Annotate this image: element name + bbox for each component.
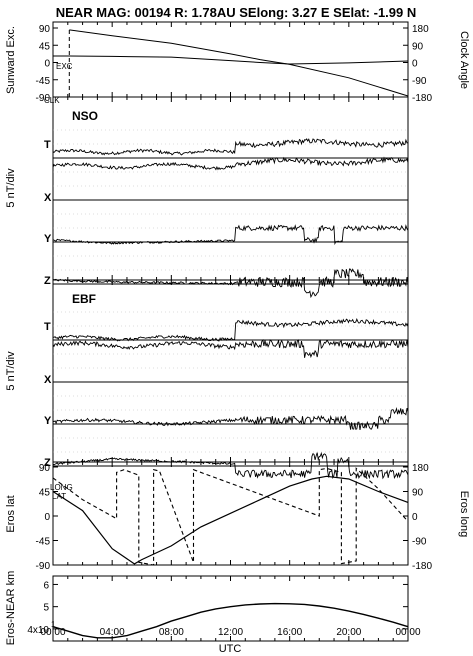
series-label-clk: CLK <box>44 96 60 105</box>
ebf-trace-Y <box>52 406 409 430</box>
dist-ytick-exponent: 1 <box>51 620 56 629</box>
ebf-trace-T <box>52 318 409 342</box>
nso-trace-label-Z: Z <box>44 275 51 287</box>
x-tick-label: 12:00 <box>218 627 243 638</box>
eros-long-ytick-label: 180 <box>412 463 429 474</box>
series-label-exc: EXC <box>56 62 73 71</box>
x-tick-label: 00:00 <box>395 627 420 638</box>
clock-ytick-label: 90 <box>412 41 424 52</box>
ebf-trace-label-X: X <box>44 374 52 386</box>
panel-label-nso: NSO <box>72 109 98 123</box>
ebf-trace-X <box>52 339 409 359</box>
ylabel-nso: 5 nT/div <box>5 168 17 208</box>
nso-trace-T <box>52 138 409 156</box>
nso-trace-Z <box>52 268 409 299</box>
dist-ytick-label: 6 <box>43 580 49 591</box>
eros-long-ytick-label: 90 <box>412 488 424 499</box>
ylabel-eros-near-km: Eros-NEAR km <box>5 571 17 646</box>
eros-lat-ytick-label: -90 <box>36 561 51 572</box>
nso-trace-label-Y: Y <box>44 233 52 245</box>
ylabel-ebf: 5 nT/div <box>5 351 17 391</box>
series-label-long: LONG <box>50 483 73 492</box>
xaxis-label: UTC <box>219 643 242 655</box>
clock-ytick-label: -90 <box>412 76 427 87</box>
ebf-trace-label-Y: Y <box>44 415 52 427</box>
eros-lat-ytick-label: 90 <box>39 463 51 474</box>
ylabel-clock: Clock Angle <box>458 31 470 89</box>
eros-lat-ytick-label: 45 <box>39 488 51 499</box>
clock-ytick-label: 180 <box>412 24 429 35</box>
series-exc-line <box>53 55 409 65</box>
x-tick-label: 08:00 <box>159 627 184 638</box>
series-eros-lat <box>52 475 409 565</box>
sunward-ytick-label: -45 <box>36 76 51 87</box>
clock-ytick-label: -180 <box>412 93 432 104</box>
ylabel-sunward: Sunward Exc. <box>5 26 17 94</box>
sunward-ytick-label: 0 <box>44 59 50 70</box>
series-label-lat: LAT <box>52 492 66 501</box>
panel-sunward-frame <box>52 21 409 98</box>
panel-nso-frame <box>52 96 409 281</box>
ebf-trace-Z <box>52 451 409 480</box>
eros-lat-ytick-label: 0 <box>44 512 50 523</box>
dist-ytick-label: 5 <box>43 603 49 614</box>
clock-ytick-label: 0 <box>412 59 418 70</box>
x-tick-label: 00:00 <box>40 627 65 638</box>
ylabel-eros-lat: Eros lat <box>5 495 17 532</box>
series-eros-long <box>52 467 409 566</box>
panel-ebf-frame <box>52 279 409 463</box>
ebf-trace-label-Z: Z <box>44 457 51 469</box>
plot-title: NEAR MAG: 00194 R: 1.78AU SElong: 3.27 E… <box>56 5 417 20</box>
eros-long-ytick-label: -180 <box>412 561 432 572</box>
series-eros-distance <box>52 602 409 639</box>
nso-trace-Y <box>52 224 409 246</box>
dist-ytick-label: 4x10 <box>27 625 49 636</box>
eros-long-ytick-label: -90 <box>412 537 427 548</box>
nso-trace-X <box>52 156 409 171</box>
sunward-ytick-label: 45 <box>39 41 51 52</box>
nso-trace-label-X: X <box>44 192 52 204</box>
chart-marks: 00:00 04:00 08:00 12:00 16:00 20:00 00:00 90 45 0… <box>27 22 432 641</box>
x-tick-label: 16:00 <box>277 627 302 638</box>
series-clk-line <box>69 29 409 97</box>
eros-long-ytick-label: 0 <box>412 512 418 523</box>
ylabel-eros-long: Eros long <box>458 491 470 537</box>
sunward-ytick-label: 90 <box>39 24 51 35</box>
sunward-ytick-label: -90 <box>36 93 51 104</box>
x-tick-label: 20:00 <box>336 627 361 638</box>
x-tick-label: 04:00 <box>100 627 125 638</box>
ebf-trace-label-T: T <box>44 321 51 333</box>
nso-trace-label-T: T <box>44 139 51 151</box>
panel-label-ebf: EBF <box>72 292 96 306</box>
eros-lat-ytick-label: -45 <box>36 537 51 548</box>
